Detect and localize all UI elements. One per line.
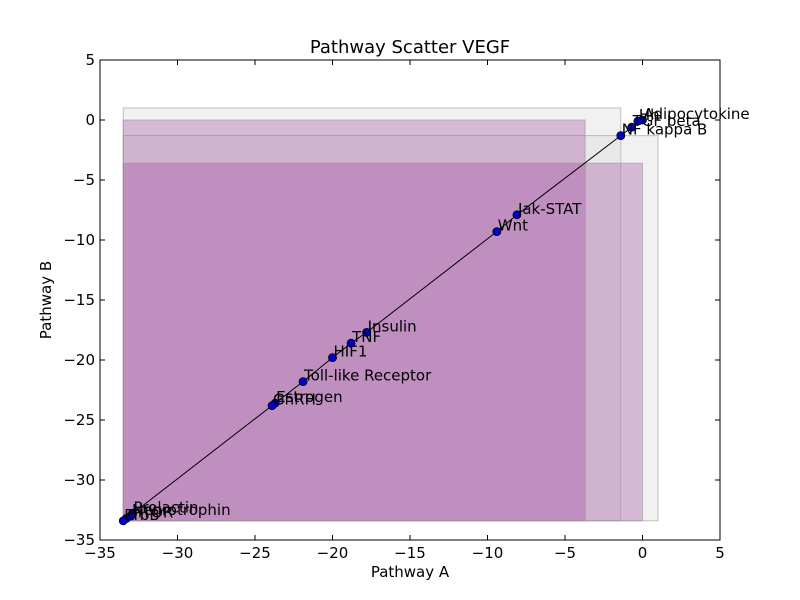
point-label-11: GnRH: [273, 391, 316, 409]
data-point-3: [616, 131, 626, 141]
highlight-rect-1: [122, 135, 659, 522]
x-tick-label-1: −30: [162, 544, 194, 562]
point-label-8: HIF1: [334, 343, 368, 361]
y-tick-label-3: −10: [63, 231, 95, 249]
point-label-7: TNF: [351, 328, 381, 346]
data-point-8: [328, 353, 337, 363]
point-label-5: Wnt: [498, 217, 528, 235]
data-points: [118, 115, 647, 526]
y-tick-label-5: −20: [63, 351, 95, 369]
y-tick-label-7: −30: [63, 471, 95, 489]
y-tick-label-2: −5: [73, 171, 95, 189]
point-label-14: mTOR: [127, 503, 173, 521]
data-point-11: [267, 401, 277, 411]
point-label-6: Insulin: [368, 317, 417, 335]
point-label-12: Prolactin: [134, 499, 199, 517]
data-point-7: [346, 338, 356, 348]
x-tick-label-3: −20: [317, 544, 349, 562]
x-tick-label-7: 0: [638, 544, 648, 562]
y-axis-label: Pathway B: [37, 261, 55, 339]
data-point-5: [492, 227, 502, 237]
data-point-9: [298, 377, 308, 387]
x-tick-label-5: −10: [472, 544, 504, 562]
point-label-0: Adipocytokine: [644, 105, 750, 123]
highlight-rect-3: [122, 162, 643, 522]
axis-ticks: −35 −30 −25 −20 −15 −10 −5 0 5 5 0 −5 −10 −15 −20 −25 −3…: [63, 51, 724, 562]
point-label-4: Jak-STAT: [517, 200, 582, 218]
y-tick-label-4: −15: [63, 291, 95, 309]
data-point-1: [633, 116, 643, 126]
highlight-rectangles: [122, 107, 659, 522]
data-point-4: [512, 210, 522, 220]
point-label-9: Toll-like Receptor: [303, 367, 432, 385]
point-label-3: NF kappa B: [622, 121, 708, 139]
y-tick-label-0: 5: [85, 51, 95, 69]
chart-title: Pathway Scatter VEGF: [310, 37, 510, 58]
point-label-15: ErbB: [124, 506, 159, 524]
data-point-2: [627, 122, 637, 132]
data-point-15: [118, 516, 128, 526]
point-label-1: Hh: [639, 106, 660, 124]
y-tick-label-6: −25: [63, 411, 95, 429]
point-label-10: Estrogen: [276, 388, 342, 406]
x-tick-label-8: 5: [715, 544, 725, 562]
x-tick-label-2: −25: [239, 544, 271, 562]
x-tick-label-4: −15: [394, 544, 426, 562]
point-label-13: Neurotrophin: [132, 501, 231, 519]
x-axis-label: Pathway A: [371, 563, 450, 581]
data-point-6: [362, 327, 372, 337]
x-tick-label-6: −5: [554, 544, 576, 562]
highlight-rect-0: [122, 107, 622, 522]
y-tick-label-8: −35: [63, 531, 95, 549]
x-tick-label-0: −35: [84, 544, 116, 562]
highlight-rect-2: [122, 119, 586, 522]
y-tick-label-1: 0: [85, 111, 95, 129]
point-label-2: TGF beta: [632, 112, 701, 130]
